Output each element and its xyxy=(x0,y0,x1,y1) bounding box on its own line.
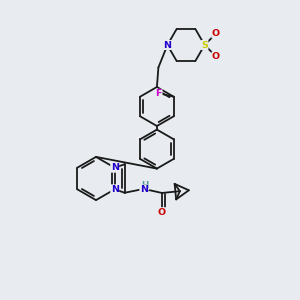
Text: N: N xyxy=(111,185,119,194)
Text: F: F xyxy=(155,89,162,98)
Text: S: S xyxy=(201,40,208,50)
Text: N: N xyxy=(140,185,148,194)
Text: N: N xyxy=(164,40,171,50)
Text: H: H xyxy=(142,181,149,190)
Text: O: O xyxy=(212,52,220,61)
Text: N: N xyxy=(111,163,119,172)
Text: O: O xyxy=(158,208,166,217)
Text: O: O xyxy=(212,29,220,38)
